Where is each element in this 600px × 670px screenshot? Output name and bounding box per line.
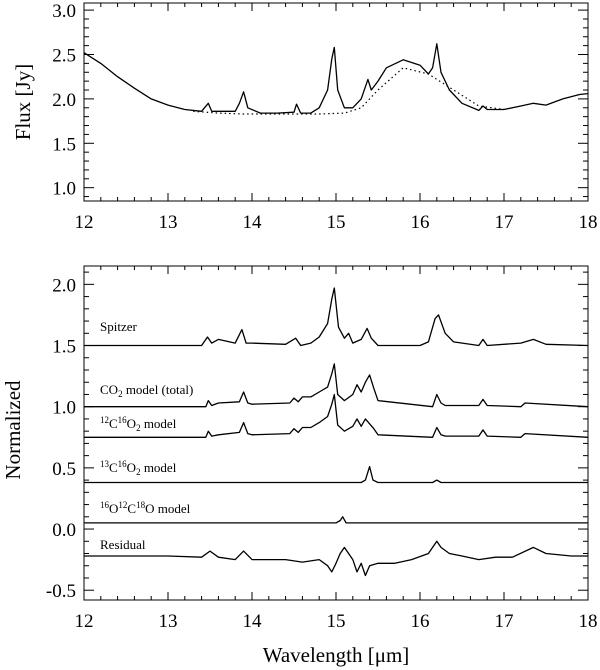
top-xtick-label: 12 — [75, 212, 94, 233]
top-xtick-label: 16 — [411, 212, 430, 233]
series-label-16o12c18o: 16O12C18O model — [100, 500, 191, 516]
top-series — [83, 43, 589, 115]
bottom-xtick-label: 16 — [411, 611, 430, 632]
top-ytick-label: 2.0 — [52, 90, 76, 111]
bottom-xtick-label: 17 — [495, 611, 514, 632]
series-label-13c16o2: 13C16O2 model — [100, 459, 177, 477]
bottom-ytick-label: 0.5 — [52, 459, 76, 480]
bottom-ytick-label: 0.0 — [52, 520, 76, 541]
bottom-series-line-4 — [84, 516, 588, 524]
bottom-xtick-label: 14 — [243, 611, 263, 632]
bottom-xtick-label: 12 — [75, 611, 94, 632]
bottom-ytick-label: -0.5 — [46, 581, 76, 602]
bottom-series-line-1 — [84, 363, 589, 408]
series-label-co2-total: CO2 model (total) — [100, 382, 193, 399]
top-ytick-label: 1.5 — [52, 134, 76, 155]
bottom-ticks: 12 13 14 15 16 17 18 -0.5 0.0 0.5 1.0 1.5 2.0 — [46, 266, 598, 632]
top-series-line-0 — [83, 43, 589, 114]
bottom-xtick-label: 15 — [327, 611, 346, 632]
bottom-ytick-label: 1.0 — [52, 398, 76, 419]
top-xtick-label: 18 — [579, 212, 598, 233]
top-ticks: 12 13 14 15 16 17 18 1.0 1.5 2.0 2.5 3.0 — [52, 1, 597, 233]
bottom-series-line-3 — [84, 465, 588, 484]
bottom-series — [84, 287, 589, 577]
bottom-series-line-5 — [84, 540, 588, 577]
bottom-ytick-label: 1.5 — [52, 337, 76, 358]
top-panel: 12 13 14 15 16 17 18 1.0 1.5 2.0 2.5 3.0 Flux [Jy] — [11, 1, 598, 233]
top-xtick-label: 14 — [243, 212, 263, 233]
bottom-ytick-label: 2.0 — [52, 275, 76, 296]
bottom-panel: 12 13 14 15 16 17 18 -0.5 0.0 0.5 1.0 1.5 2.0 Normal… — [1, 265, 598, 667]
bottom-xtick-label: 13 — [159, 611, 178, 632]
bottom-plot-frame — [83, 265, 589, 601]
bottom-xlabel: Wavelength [μm] — [263, 643, 410, 667]
series-label-residual: Residual — [100, 537, 146, 552]
bottom-ylabel: Normalized — [1, 380, 25, 480]
series-label-spitzer: Spitzer — [100, 319, 137, 334]
top-ytick-label: 2.5 — [52, 45, 76, 66]
top-series-line-1 — [193, 67, 505, 115]
series-label-12c16o2: 12C16O2 model — [100, 415, 177, 433]
top-ytick-label: 1.0 — [52, 179, 76, 200]
bottom-series-line-2 — [84, 393, 589, 438]
top-xtick-label: 15 — [327, 212, 346, 233]
top-xtick-label: 17 — [495, 212, 514, 233]
top-ylabel: Flux [Jy] — [11, 64, 35, 140]
bottom-xtick-label: 18 — [579, 611, 598, 632]
top-ytick-label: 3.0 — [52, 1, 76, 22]
bottom-series-line-0 — [84, 287, 589, 347]
top-xtick-label: 13 — [159, 212, 178, 233]
